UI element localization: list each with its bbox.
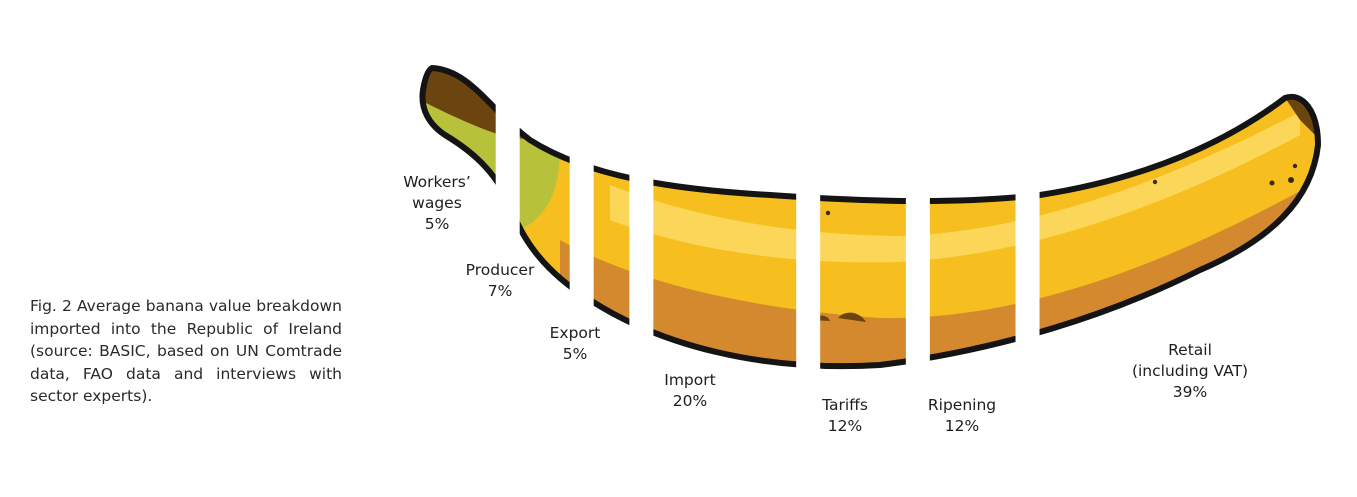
category-label-retail-including-vat: Retail [1168, 341, 1212, 359]
category-label-workers-wages: Workers’ [403, 173, 471, 191]
segment-gap [629, 40, 654, 400]
segment-labels: Workers’ wages 5% Producer 7% Export 5% Import 2… [403, 173, 1248, 435]
segment-gap [796, 40, 821, 400]
category-label-workers-wages: wages [412, 194, 462, 212]
value-label-retail-including-vat: 39% [1173, 383, 1207, 401]
value-label-workers-wages: 5% [425, 215, 450, 233]
category-label-export: Export [550, 324, 601, 342]
segment-gap [905, 40, 930, 400]
banana-body [422, 68, 1318, 367]
value-label-import: 20% [673, 392, 707, 410]
category-label-tariffs: Tariffs [821, 396, 868, 414]
value-label-producer: 7% [488, 282, 513, 300]
category-label-ripening: Ripening [928, 396, 996, 414]
segment-gaps [495, 40, 1040, 400]
segment-gap [495, 40, 520, 400]
category-label-producer: Producer [466, 261, 535, 279]
category-label-import: Import [664, 371, 715, 389]
value-label-export: 5% [563, 345, 588, 363]
category-label-retail-including-vat: (including VAT) [1132, 362, 1248, 380]
segment-gap [1015, 40, 1040, 400]
value-label-ripening: 12% [945, 417, 979, 435]
figure-caption: Fig. 2 Average banana value breakdown im… [30, 297, 342, 405]
value-label-tariffs: 12% [828, 417, 862, 435]
segment-gap [569, 40, 594, 400]
